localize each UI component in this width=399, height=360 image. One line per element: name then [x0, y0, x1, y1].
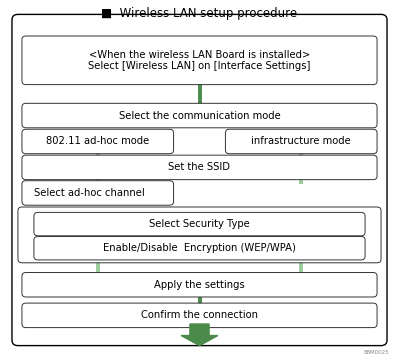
FancyBboxPatch shape — [34, 237, 365, 260]
Text: Select ad-hoc channel: Select ad-hoc channel — [34, 188, 145, 198]
FancyArrow shape — [181, 324, 218, 346]
Text: Set the SSID: Set the SSID — [168, 162, 231, 172]
FancyBboxPatch shape — [22, 303, 377, 328]
Text: Select Security Type: Select Security Type — [149, 219, 250, 229]
Text: <When the wireless LAN Board is installed>
Select [Wireless LAN] on [Interface S: <When the wireless LAN Board is installe… — [88, 49, 311, 71]
Text: Confirm the connection: Confirm the connection — [141, 310, 258, 320]
FancyBboxPatch shape — [22, 155, 377, 180]
FancyBboxPatch shape — [22, 36, 377, 85]
FancyBboxPatch shape — [22, 273, 377, 297]
FancyBboxPatch shape — [22, 181, 174, 205]
Text: 802.11 ad-hoc mode: 802.11 ad-hoc mode — [46, 136, 149, 147]
Text: 88M0025: 88M0025 — [363, 350, 389, 355]
FancyBboxPatch shape — [225, 129, 377, 154]
Text: Enable/Disable  Encryption (WEP/WPA): Enable/Disable Encryption (WEP/WPA) — [103, 243, 296, 253]
FancyBboxPatch shape — [18, 207, 381, 263]
Text: Select the communication mode: Select the communication mode — [119, 111, 280, 121]
Text: ■  Wireless LAN setup procedure: ■ Wireless LAN setup procedure — [101, 7, 298, 20]
FancyBboxPatch shape — [12, 14, 387, 346]
FancyBboxPatch shape — [34, 212, 365, 236]
FancyBboxPatch shape — [22, 103, 377, 128]
Text: infrastructure mode: infrastructure mode — [251, 136, 351, 147]
Text: Apply the settings: Apply the settings — [154, 280, 245, 290]
FancyBboxPatch shape — [22, 129, 174, 154]
